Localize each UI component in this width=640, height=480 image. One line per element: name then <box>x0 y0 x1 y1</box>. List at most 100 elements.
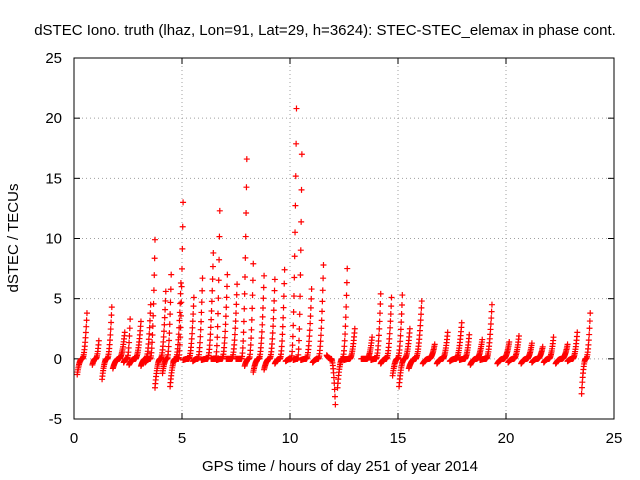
x-tick-label: 0 <box>70 430 78 447</box>
data-point <box>126 339 133 346</box>
data-point <box>332 401 339 408</box>
data-point <box>147 310 154 317</box>
data-point <box>152 236 158 243</box>
data-point <box>375 338 382 345</box>
data-point <box>190 311 197 318</box>
data-point <box>146 330 153 337</box>
data-point <box>108 312 115 319</box>
data-point <box>320 275 327 282</box>
data-point <box>161 314 168 321</box>
data-point <box>261 272 268 279</box>
data-point <box>199 275 206 282</box>
data-point <box>332 393 338 400</box>
data-point <box>342 323 349 330</box>
data-point <box>95 337 102 344</box>
data-point <box>259 321 266 328</box>
data-point <box>292 202 299 209</box>
data-point <box>260 284 267 291</box>
data-point <box>233 291 240 298</box>
data-point <box>488 315 495 322</box>
data-point <box>479 336 486 343</box>
data-point <box>177 300 184 307</box>
y-tick-label: 5 <box>54 291 62 308</box>
data-point <box>289 342 296 349</box>
data-point <box>343 303 350 310</box>
x-tick-label: 5 <box>178 430 186 447</box>
data-point <box>375 332 382 339</box>
data-point <box>243 184 250 191</box>
data-point <box>167 286 174 293</box>
x-tick-label: 20 <box>498 430 515 447</box>
x-tick-label: 25 <box>606 430 623 447</box>
data-point <box>418 304 425 311</box>
data-point <box>222 321 229 328</box>
data-point <box>150 300 157 307</box>
data-point <box>528 340 535 347</box>
data-point <box>578 384 585 391</box>
data-point <box>341 343 348 350</box>
data-point <box>198 318 205 325</box>
data-point <box>318 325 325 332</box>
data-point <box>564 341 571 348</box>
data-point <box>292 229 299 236</box>
data-point <box>162 288 169 295</box>
data-point <box>82 334 89 341</box>
data-point <box>146 317 153 324</box>
data-point <box>177 324 184 331</box>
data-point <box>387 324 394 331</box>
data-point <box>487 326 494 333</box>
data-point <box>242 273 248 280</box>
data-point <box>271 287 278 294</box>
data-point <box>398 311 405 318</box>
data-point <box>243 210 250 217</box>
data-point <box>207 337 214 344</box>
data-point <box>550 334 557 341</box>
data-point <box>258 328 265 335</box>
data-point <box>176 309 183 316</box>
data-point <box>295 351 302 358</box>
data-point <box>216 233 223 240</box>
data-point <box>151 255 158 262</box>
data-point <box>387 311 394 318</box>
data-point <box>377 300 384 307</box>
data-point <box>585 337 592 344</box>
data-point <box>488 301 495 308</box>
data-point <box>222 313 229 320</box>
data-point <box>127 316 134 323</box>
data-point <box>147 301 154 308</box>
data-point <box>210 249 217 256</box>
data-point <box>149 323 156 330</box>
data-point <box>587 310 594 317</box>
data-point <box>150 287 157 294</box>
data-point <box>341 337 348 344</box>
data-point <box>137 318 144 325</box>
data-point <box>167 311 174 318</box>
data-point <box>318 317 325 324</box>
data-point <box>197 326 204 333</box>
data-point <box>166 321 173 328</box>
data-point <box>388 303 395 310</box>
data-point <box>307 313 314 320</box>
data-point <box>330 374 337 381</box>
data-point <box>307 304 314 311</box>
data-point <box>209 287 216 294</box>
data-point <box>240 338 247 345</box>
data-point <box>399 292 406 299</box>
data-point <box>160 333 167 340</box>
data-point <box>258 335 265 342</box>
data-point <box>178 283 185 290</box>
data-point <box>289 348 296 355</box>
data-point <box>190 303 197 310</box>
data-point <box>223 304 230 311</box>
data-point <box>224 283 230 290</box>
data-point <box>269 330 276 337</box>
data-point <box>466 331 473 338</box>
data-point <box>376 325 383 332</box>
data-point <box>179 223 186 230</box>
data-point <box>221 334 228 341</box>
data-point <box>148 345 155 352</box>
data-point <box>271 276 278 283</box>
data-point <box>308 286 315 293</box>
data-point <box>108 319 115 326</box>
data-point <box>270 315 277 322</box>
